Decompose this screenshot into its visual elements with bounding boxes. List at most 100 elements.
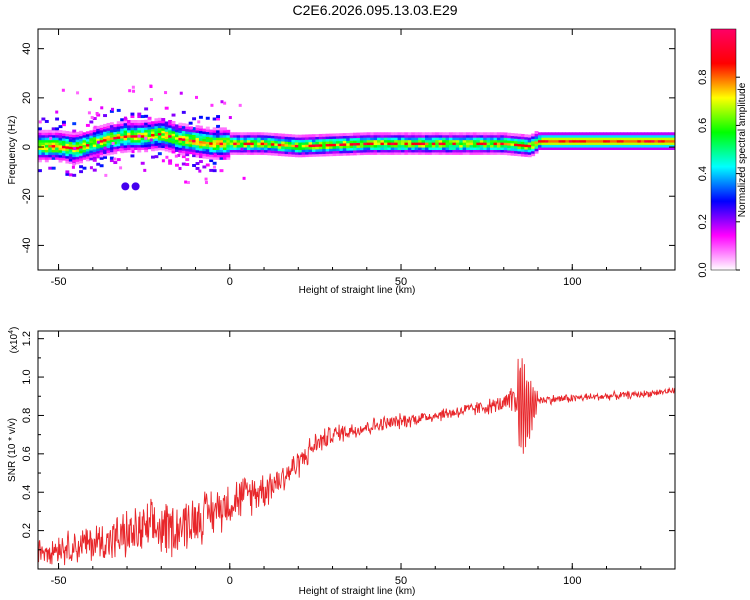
spectrogram-cell	[445, 134, 450, 138]
spectrogram-cell	[233, 151, 238, 155]
spectrogram-cell	[65, 170, 70, 174]
spectrogram-cell	[654, 137, 659, 141]
spectrogram-cell	[527, 141, 532, 145]
spectrogram-cell	[359, 134, 364, 138]
spectrogram-cell	[623, 137, 628, 141]
spectrogram-cell	[168, 149, 173, 153]
spectrogram-cell	[654, 142, 659, 146]
spectrogram-cell	[233, 149, 238, 153]
spectrogram-cell	[305, 149, 310, 153]
spectrogram-cell	[472, 147, 477, 150]
spectrogram-cell	[270, 132, 275, 136]
spectrogram-cell	[565, 132, 570, 136]
spectrogram-cell	[452, 137, 457, 141]
spectrogram-cell	[346, 135, 351, 139]
spectrogram-cell	[61, 152, 66, 156]
spectrogram-cell	[332, 133, 337, 137]
spectrogram-cell	[195, 149, 200, 153]
spectrogram-cell	[524, 146, 529, 150]
spectrogram-cell	[181, 162, 186, 166]
spectrogram-cell	[431, 144, 436, 148]
spectrogram-cell	[486, 132, 491, 136]
spectrogram-cell	[332, 138, 337, 142]
spectrogram-cell	[185, 140, 190, 144]
spectrogram-cell	[123, 137, 128, 141]
spectrogram-cell	[637, 134, 642, 138]
spectrogram-cell	[85, 146, 90, 150]
spectrogram-cell	[140, 115, 145, 119]
spectrogram-cell	[149, 138, 153, 142]
spectrogram-cell	[48, 144, 53, 148]
spectrogram-cell	[288, 141, 292, 145]
spectrogram-cell	[606, 134, 611, 138]
spectrogram-cell	[411, 134, 416, 138]
spectrogram-cell	[609, 134, 614, 138]
spectrogram-cell	[647, 137, 652, 141]
spectrogram-cell	[322, 133, 327, 137]
spectrogram-cell	[534, 150, 539, 154]
spectrogram-cell	[250, 151, 255, 155]
spectrogram-cell	[89, 132, 94, 136]
spectrogram-cell	[246, 142, 251, 146]
spectrogram-cell	[205, 131, 210, 135]
spectrogram-cell	[620, 132, 625, 136]
spectrogram-cell	[157, 137, 162, 141]
spectrogram-cell	[205, 163, 210, 167]
spectrogram-cell	[630, 132, 635, 136]
spectrogram-cell	[120, 120, 125, 124]
spectrogram-cell	[490, 139, 494, 143]
spectrogram-cell	[41, 154, 46, 158]
spectrogram-cell	[87, 111, 91, 115]
spectrogram-cell	[243, 134, 248, 138]
spectrogram-cell	[226, 149, 231, 153]
spectrogram-cell	[55, 156, 60, 160]
spectrogram-cell	[442, 137, 447, 141]
spectrogram-cell	[188, 134, 193, 137]
spectrogram-cell	[109, 132, 114, 135]
spectrogram-cell	[103, 138, 107, 142]
spectrogram-cell	[61, 133, 66, 136]
spectrogram-cell	[291, 134, 296, 138]
spectrogram-cell	[335, 133, 340, 137]
spectrogram-cell	[96, 155, 100, 159]
spectrogram-cell	[127, 127, 131, 131]
spectrogram-cell	[421, 151, 426, 155]
spectrogram-cell	[431, 139, 436, 143]
spectrogram-cell	[664, 144, 669, 148]
spectrogram-cell	[171, 125, 176, 129]
spectrogram-cell	[130, 127, 135, 131]
spectrogram-cell	[359, 132, 364, 136]
spectrogram-cell	[277, 153, 282, 157]
spectrogram-cell	[448, 149, 453, 153]
spectrogram-cell	[633, 147, 638, 150]
spectrogram-cell	[421, 132, 426, 136]
spectrogram-cell	[264, 134, 268, 138]
spectrogram-cell	[568, 144, 573, 148]
spectrogram-cell	[527, 137, 532, 141]
spectrogram-cell	[188, 138, 193, 142]
spectrogram-cell	[92, 168, 97, 172]
spectrogram-cell	[144, 129, 149, 133]
spectrogram-cell	[558, 147, 563, 150]
spectrogram-cell	[582, 134, 587, 138]
spectrogram-cell	[281, 153, 286, 157]
spectrogram-cell	[274, 135, 279, 139]
spectrogram-cell	[339, 133, 344, 137]
spectrogram-cell	[257, 149, 262, 153]
spectrogram-cell	[558, 139, 563, 143]
spectrogram-cell	[640, 147, 645, 150]
spectrogram-cell	[428, 137, 433, 141]
spectrogram-cell	[202, 128, 207, 132]
spectrogram-cell	[654, 147, 659, 150]
spectrogram-cell	[380, 144, 385, 148]
spectrogram-cell	[531, 153, 536, 157]
spectrogram-cell	[476, 144, 481, 148]
spectrogram-cell	[657, 147, 662, 150]
spectrogram-cell	[51, 137, 56, 141]
spectrogram-cell	[548, 137, 553, 141]
spectrogram-cell	[551, 139, 556, 143]
spectrogram-cell	[72, 134, 77, 138]
spectrogram-cell	[68, 151, 73, 155]
spectrogram-cell	[79, 133, 84, 137]
spectrogram-cell	[411, 144, 416, 148]
